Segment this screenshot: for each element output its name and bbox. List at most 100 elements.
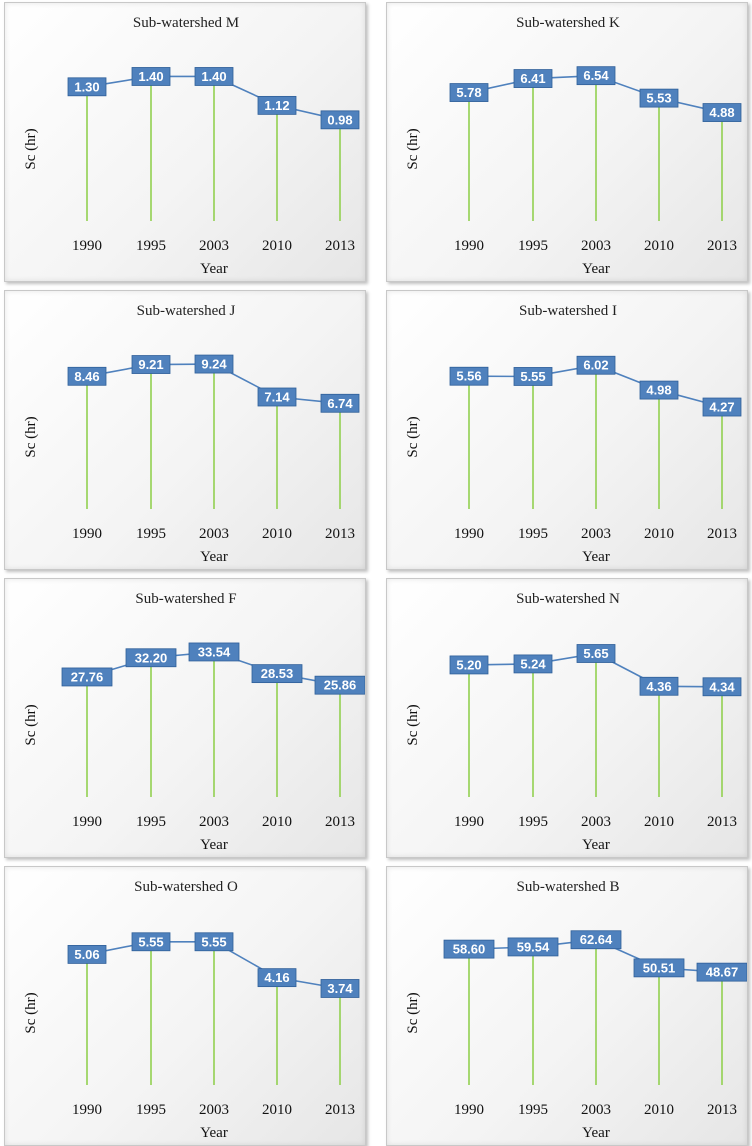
x-tick-label: 2003 xyxy=(581,814,611,830)
data-label: 4.88 xyxy=(702,103,742,122)
data-label-box xyxy=(696,962,747,982)
data-label-text: 6.02 xyxy=(583,358,608,373)
data-label-box xyxy=(639,676,679,696)
x-tick-label: 1990 xyxy=(454,814,484,830)
data-label-box xyxy=(314,675,365,695)
data-label-box xyxy=(257,968,297,988)
data-label-box xyxy=(320,979,360,998)
data-label: 5.06 xyxy=(67,945,107,964)
data-label-text: 59.54 xyxy=(517,939,550,954)
chart-title: Sub-watershed F xyxy=(135,591,236,607)
data-label-text: 5.24 xyxy=(520,656,546,671)
data-label-text: 6.54 xyxy=(583,68,609,83)
data-label-text: 1.40 xyxy=(201,69,226,84)
data-label-text: 8.46 xyxy=(74,369,99,384)
chart-title: Sub-watershed J xyxy=(137,303,236,319)
x-tick-label: 2003 xyxy=(581,1102,611,1118)
data-label-box xyxy=(513,367,553,386)
data-label: 5.55 xyxy=(131,932,171,952)
y-axis-label: Sc (hr) xyxy=(23,704,39,745)
data-label: 0.98 xyxy=(320,110,360,130)
x-tick-label: 1995 xyxy=(136,1102,166,1118)
chart-panel: Sub-watershed M Sc (hr) 1.30 1.40 1.40 1.12 0.… xyxy=(4,2,366,282)
x-tick-label: 1990 xyxy=(454,238,484,254)
data-label-box xyxy=(449,83,489,102)
y-axis-label: Sc (hr) xyxy=(405,416,421,457)
x-axis-label: Year xyxy=(200,261,228,277)
data-label-text: 27.76 xyxy=(71,669,104,684)
data-label-text: 5.06 xyxy=(74,947,99,962)
x-tick-label: 2010 xyxy=(262,814,292,830)
x-tick-label: 1990 xyxy=(72,1102,102,1118)
data-label-box xyxy=(443,939,495,959)
x-tick-label: 2010 xyxy=(644,814,674,830)
data-label: 62.64 xyxy=(570,930,622,950)
x-tick-label: 2010 xyxy=(262,526,292,542)
data-label-box xyxy=(570,930,622,950)
data-label: 4.27 xyxy=(702,397,742,417)
data-label-text: 3.74 xyxy=(327,981,353,996)
x-tick-label: 1995 xyxy=(136,238,166,254)
data-label: 5.55 xyxy=(513,367,553,386)
chart-svg: Sub-watershed I Sc (hr) 5.56 5.55 6.02 4.98 4.… xyxy=(405,303,742,565)
x-tick-label: 1995 xyxy=(518,238,548,254)
y-axis-label: Sc (hr) xyxy=(405,992,421,1033)
data-label-text: 4.16 xyxy=(264,970,289,985)
x-tick-label: 1990 xyxy=(454,1102,484,1118)
data-label: 50.51 xyxy=(633,958,685,978)
x-tick-label: 2010 xyxy=(644,526,674,542)
data-label-text: 33.54 xyxy=(198,644,231,659)
data-label-text: 1.40 xyxy=(138,69,163,84)
chart-title: Sub-watershed N xyxy=(516,591,620,607)
data-label-text: 4.36 xyxy=(646,679,671,694)
data-label-box xyxy=(507,937,559,957)
chart-svg: Sub-watershed N Sc (hr) 5.20 5.24 5.65 4.36 4.… xyxy=(405,591,742,853)
data-label: 25.86 xyxy=(314,675,365,695)
data-label-box xyxy=(194,932,234,952)
data-label: 58.60 xyxy=(443,939,495,959)
data-label-text: 4.34 xyxy=(709,679,735,694)
x-tick-label: 2003 xyxy=(581,526,611,542)
x-tick-label: 2013 xyxy=(707,814,737,830)
data-label: 1.30 xyxy=(67,77,107,97)
data-label: 5.55 xyxy=(194,932,234,952)
y-axis-label: Sc (hr) xyxy=(405,128,421,169)
data-label: 4.98 xyxy=(639,380,679,400)
data-label-box xyxy=(449,655,489,675)
x-tick-label: 1995 xyxy=(518,1102,548,1118)
data-label: 9.21 xyxy=(131,355,171,374)
x-axis-label: Year xyxy=(582,261,610,277)
data-label: 33.54 xyxy=(188,642,240,662)
data-label-box xyxy=(639,88,679,108)
data-label-box xyxy=(257,95,297,115)
x-tick-label: 1995 xyxy=(518,814,548,830)
x-tick-label: 2013 xyxy=(325,238,355,254)
x-tick-label: 2010 xyxy=(644,238,674,254)
data-label-box xyxy=(702,677,742,697)
data-label: 6.41 xyxy=(513,69,553,88)
x-axis-label: Year xyxy=(582,837,610,853)
data-label: 8.46 xyxy=(67,366,107,386)
data-label-box xyxy=(251,664,303,684)
x-tick-label: 2003 xyxy=(199,814,229,830)
data-label-text: 1.12 xyxy=(264,98,289,113)
chart-panel: Sub-watershed I Sc (hr) 5.56 5.55 6.02 4.98 4.… xyxy=(386,290,748,570)
data-label-box xyxy=(576,644,616,663)
x-tick-label: 1990 xyxy=(72,814,102,830)
x-tick-label: 2013 xyxy=(325,1102,355,1118)
data-label: 6.02 xyxy=(576,355,616,375)
data-label-box xyxy=(513,69,553,88)
chart-svg: Sub-watershed B Sc (hr) 58.60 59.54 62.64 50.… xyxy=(405,879,747,1141)
data-label-box xyxy=(67,945,107,964)
chart-svg: Sub-watershed F Sc (hr) 27.76 32.20 33.54 28.… xyxy=(23,591,365,853)
data-label: 5.65 xyxy=(576,644,616,663)
data-label-text: 58.60 xyxy=(453,942,486,957)
x-axis-label: Year xyxy=(200,549,228,565)
data-label: 1.40 xyxy=(131,67,171,86)
y-axis-label: Sc (hr) xyxy=(23,128,39,169)
data-label-box xyxy=(449,366,489,386)
y-axis-label: Sc (hr) xyxy=(23,992,39,1033)
data-label-text: 9.21 xyxy=(138,357,163,372)
data-label: 1.12 xyxy=(257,95,297,115)
